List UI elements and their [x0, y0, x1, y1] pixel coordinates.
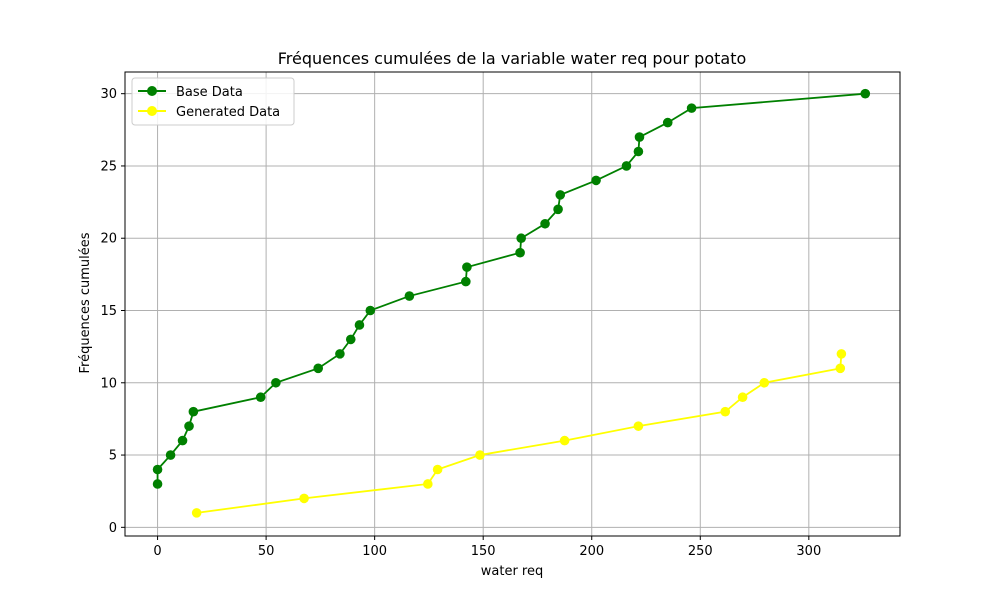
- x-tick-label: 300: [796, 544, 821, 559]
- data-point-generated-data: [299, 493, 309, 504]
- y-tick-label: 0: [109, 521, 117, 536]
- data-point-base-data: [255, 392, 266, 403]
- data-point-generated-data: [432, 464, 443, 475]
- data-point-base-data: [662, 117, 673, 128]
- ticks: 0 50 100 150 200 250 300 0 5 10 15 20 25 30: [100, 87, 821, 559]
- data-point-base-data: [184, 421, 194, 431]
- x-tick-label: 50: [258, 544, 275, 559]
- data-point-base-data: [365, 305, 376, 316]
- chart-title: Fréquences cumulées de la variable water…: [278, 49, 747, 68]
- data-point-generated-data: [737, 392, 748, 403]
- data-point-base-data: [177, 435, 188, 446]
- data-point-base-data: [404, 291, 415, 301]
- y-tick-label: 5: [109, 449, 117, 464]
- data-point-base-data: [860, 88, 871, 99]
- data-point-base-data: [271, 377, 281, 388]
- y-tick-label: 20: [100, 232, 117, 247]
- legend-box: [131, 77, 295, 126]
- y-tick-label: 15: [100, 304, 117, 319]
- series-base-data: [152, 88, 871, 489]
- y-axis-label: Fréquences cumulées: [78, 232, 93, 373]
- series-generated-data: [191, 349, 847, 518]
- data-point-base-data: [152, 464, 163, 475]
- data-point-base-data: [345, 334, 356, 345]
- series-line-base-data: [156, 92, 866, 484]
- data-point-base-data: [354, 320, 365, 330]
- data-point-base-data: [621, 161, 632, 171]
- legend: Base Data Generated Data: [131, 77, 295, 126]
- data-point-base-data: [591, 175, 601, 186]
- grid: [125, 72, 900, 536]
- data-point-generated-data: [475, 450, 485, 460]
- data-point-base-data: [313, 363, 324, 374]
- data-point-base-data: [152, 479, 163, 489]
- legend-label-generated-data: Generated Data: [176, 105, 280, 120]
- data-point-base-data: [540, 218, 550, 229]
- data-point-base-data: [461, 276, 471, 287]
- data-point-generated-data: [720, 406, 731, 417]
- data-point-base-data: [553, 204, 563, 215]
- data-point-base-data: [516, 233, 526, 244]
- legend-marker-generated-data: [147, 106, 157, 116]
- data-point-base-data: [188, 406, 199, 417]
- data-point-base-data: [515, 247, 525, 258]
- data-point-base-data: [634, 132, 645, 142]
- series-layer: [152, 88, 871, 518]
- data-point-base-data: [462, 262, 472, 272]
- legend-label-base-data: Base Data: [176, 85, 243, 100]
- y-tick-label: 10: [100, 376, 117, 391]
- y-tick-label: 25: [100, 159, 117, 174]
- data-point-generated-data: [423, 479, 433, 489]
- data-point-generated-data: [559, 435, 570, 446]
- data-point-generated-data: [633, 421, 644, 431]
- x-tick-label: 200: [579, 544, 604, 559]
- x-axis-label: water req: [481, 564, 543, 579]
- data-point-base-data: [686, 103, 697, 113]
- plot-frame: [124, 71, 901, 537]
- data-point-base-data: [555, 190, 566, 200]
- legend-marker-base-data: [147, 86, 157, 96]
- x-tick-label: 250: [688, 544, 713, 559]
- x-tick-label: 100: [362, 544, 387, 559]
- x-tick-label: 0: [153, 544, 161, 559]
- series-line-generated-data: [196, 353, 843, 514]
- y-tick-label: 30: [100, 87, 117, 102]
- data-point-base-data: [633, 146, 644, 157]
- data-point-generated-data: [191, 508, 202, 518]
- data-point-base-data: [335, 349, 345, 359]
- x-tick-label: 150: [471, 544, 496, 559]
- data-point-base-data: [165, 450, 176, 460]
- data-point-generated-data: [759, 377, 770, 388]
- data-point-generated-data: [835, 363, 846, 374]
- data-point-generated-data: [836, 349, 847, 359]
